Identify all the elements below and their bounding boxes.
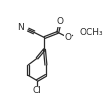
Text: O: O	[65, 33, 72, 42]
Text: OCH₃: OCH₃	[79, 28, 103, 37]
Text: Cl: Cl	[33, 86, 42, 95]
Text: N: N	[17, 23, 24, 32]
Text: O: O	[56, 18, 64, 26]
